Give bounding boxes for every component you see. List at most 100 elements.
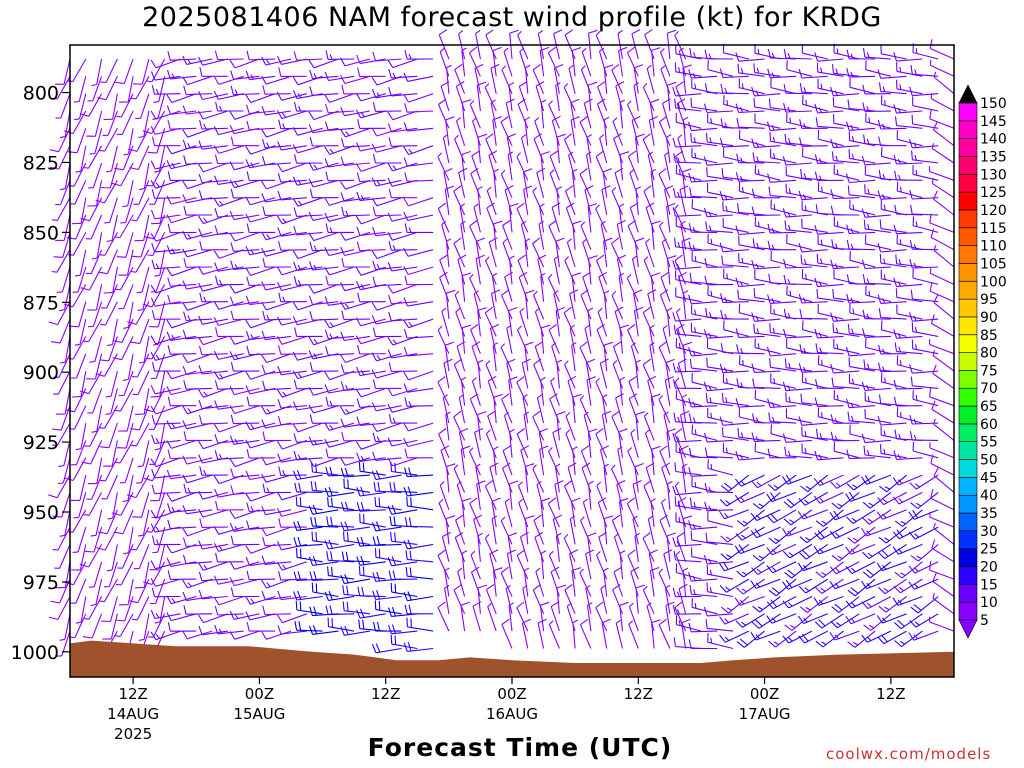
- barb-feather: [51, 270, 58, 273]
- wind-barb: [387, 162, 418, 172]
- barb-staff: [171, 93, 197, 104]
- barb-feather: [394, 462, 397, 473]
- wind-barb: [246, 502, 276, 513]
- wind-barb: [673, 550, 702, 563]
- barb-feather: [537, 30, 544, 34]
- barb-feather: [682, 290, 689, 294]
- wind-barb: [552, 514, 562, 545]
- barb-feather: [735, 52, 740, 62]
- wind-barb: [666, 532, 676, 562]
- wind-barb: [340, 353, 371, 364]
- wind-barb: [387, 123, 418, 133]
- barb-feather: [470, 550, 476, 556]
- wind-barb: [199, 240, 228, 251]
- barb-feather: [214, 154, 219, 164]
- wind-barb: [681, 463, 688, 493]
- barb-feather: [214, 50, 219, 60]
- wind-barb: [490, 289, 501, 320]
- barb-feather: [355, 335, 362, 344]
- wind-barb: [308, 211, 339, 221]
- barb-staff: [469, 503, 481, 528]
- wind-barb: [472, 117, 481, 146]
- wind-barb: [151, 85, 181, 95]
- barb-staff: [642, 589, 655, 615]
- barb-staff: [754, 145, 781, 148]
- barb-feather: [674, 496, 677, 506]
- wind-barb: [197, 439, 229, 450]
- barb-feather: [462, 99, 472, 103]
- wind-barb: [675, 615, 702, 632]
- barb-feather: [484, 306, 493, 314]
- barb-staff: [344, 301, 371, 310]
- wind-barb: [490, 99, 497, 129]
- barb-feather: [540, 272, 546, 277]
- barb-staff: [120, 561, 134, 586]
- wind-barb: [277, 453, 307, 463]
- barb-feather: [282, 123, 286, 129]
- barb-feather: [548, 497, 557, 504]
- barb-staff: [642, 537, 655, 563]
- wind-barb: [261, 364, 292, 375]
- barb-feather: [487, 375, 497, 382]
- wind-barb: [309, 241, 339, 252]
- barb-staff: [632, 518, 639, 545]
- barb-staff: [344, 540, 370, 545]
- wind-barb: [199, 518, 228, 528]
- wind-barb: [71, 544, 87, 571]
- wind-barb: [595, 150, 608, 181]
- wind-barb: [707, 511, 734, 528]
- barb-staff: [619, 102, 624, 129]
- barb-feather: [100, 323, 106, 326]
- barb-staff: [707, 641, 734, 650]
- barb-feather: [328, 539, 334, 549]
- wind-barb: [524, 341, 534, 372]
- wind-barb: [198, 490, 229, 500]
- barb-feather: [198, 315, 203, 325]
- barb-staff: [170, 561, 197, 567]
- wind-barb: [293, 261, 323, 271]
- wind-barb: [182, 105, 213, 115]
- wind-barb: [340, 467, 370, 478]
- wind-barb: [149, 544, 166, 571]
- wind-barb: [105, 370, 118, 398]
- barb-feather: [308, 404, 314, 414]
- barb-feather: [150, 560, 156, 569]
- barb-staff: [675, 370, 702, 373]
- barb-staff: [328, 474, 355, 477]
- barb-staff: [391, 509, 418, 515]
- barb-staff: [618, 275, 624, 302]
- barb-feather: [341, 551, 345, 561]
- wind-barb: [73, 492, 87, 519]
- barb-staff: [218, 301, 244, 310]
- wind-barb: [262, 85, 292, 95]
- barb-staff: [649, 345, 655, 372]
- wind-barb: [649, 324, 655, 354]
- barb-staff: [96, 232, 103, 259]
- barb-feather: [213, 542, 220, 552]
- barb-feather: [182, 527, 189, 537]
- barb-staff: [738, 261, 765, 268]
- wind-barb: [666, 255, 677, 285]
- barb-feather: [672, 587, 676, 597]
- wind-barb: [215, 101, 244, 112]
- wind-barb: [115, 266, 134, 291]
- barb-staff: [297, 370, 323, 380]
- barb-feather: [295, 600, 298, 611]
- barb-feather: [387, 123, 393, 133]
- wind-barb: [519, 307, 529, 337]
- wind-barb: [626, 497, 639, 528]
- wind-barb: [721, 392, 749, 407]
- barb-feather: [357, 344, 361, 355]
- wind-barb: [445, 411, 451, 441]
- barb-staff: [457, 571, 466, 597]
- barb-staff: [407, 474, 434, 478]
- wind-barb: [150, 335, 181, 345]
- barb-feather: [89, 360, 95, 363]
- wind-barb: [752, 238, 781, 251]
- barb-staff: [567, 380, 576, 406]
- barb-staff: [492, 570, 497, 597]
- barb-staff: [691, 606, 718, 615]
- barb-feather: [308, 436, 314, 446]
- wind-barb: [214, 208, 244, 218]
- barb-staff: [754, 296, 781, 303]
